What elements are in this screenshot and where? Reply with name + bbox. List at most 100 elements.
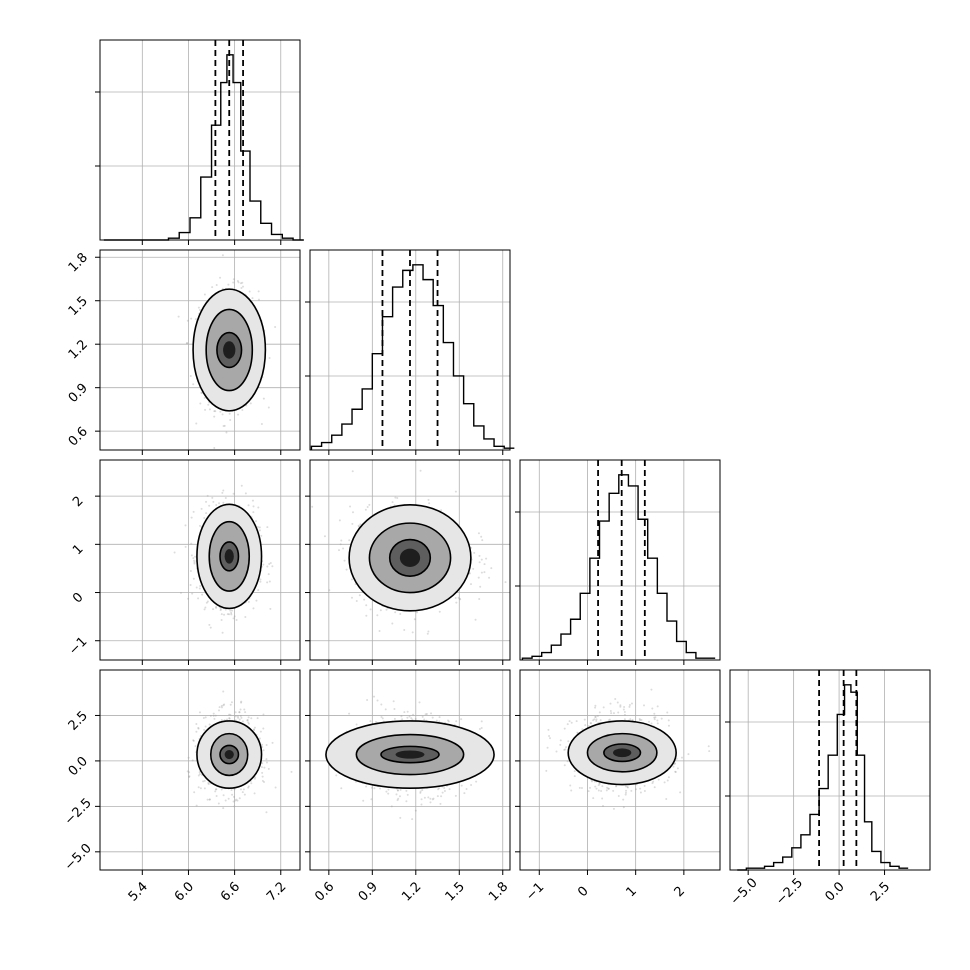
sample-point bbox=[394, 611, 397, 614]
sample-point bbox=[447, 720, 450, 723]
sample-point bbox=[255, 599, 258, 602]
sample-point bbox=[195, 804, 198, 807]
sample-point bbox=[211, 286, 214, 289]
sample-point bbox=[443, 789, 446, 792]
sample-point bbox=[355, 599, 358, 602]
sample-point bbox=[239, 715, 242, 718]
sample-point bbox=[239, 282, 242, 285]
sample-point bbox=[624, 791, 627, 794]
histogram-panel-0-frame bbox=[99, 39, 301, 241]
sample-point bbox=[355, 723, 358, 726]
sample-point bbox=[660, 717, 663, 720]
sample-point bbox=[439, 802, 442, 805]
sample-point bbox=[247, 721, 250, 724]
sample-point bbox=[385, 608, 388, 611]
sample-point bbox=[410, 717, 413, 720]
sample-point bbox=[261, 771, 264, 774]
sample-point bbox=[378, 629, 381, 632]
sample-point bbox=[241, 281, 244, 284]
histogram-step bbox=[737, 684, 909, 871]
sample-point bbox=[191, 759, 194, 762]
sample-point bbox=[381, 717, 384, 720]
sample-point bbox=[265, 744, 268, 747]
sample-point bbox=[475, 780, 478, 783]
histogram-panel-0 bbox=[103, 40, 304, 241]
sample-point bbox=[602, 805, 605, 808]
sample-point bbox=[374, 721, 377, 724]
sample-point bbox=[247, 600, 250, 603]
sample-point bbox=[195, 422, 198, 425]
sample-point bbox=[405, 789, 408, 792]
sample-point bbox=[406, 710, 409, 713]
sample-point bbox=[200, 391, 203, 394]
sample-point bbox=[707, 745, 710, 748]
histogram-panel-2 bbox=[521, 460, 716, 660]
sample-point bbox=[478, 561, 481, 564]
sample-point bbox=[345, 568, 348, 571]
density-core bbox=[224, 549, 234, 564]
sample-point bbox=[419, 469, 422, 472]
sample-point bbox=[653, 716, 656, 719]
sample-point bbox=[379, 787, 382, 790]
sample-point bbox=[195, 586, 198, 589]
sample-point bbox=[268, 562, 271, 565]
sample-point bbox=[239, 788, 242, 791]
sample-point bbox=[177, 315, 180, 318]
sample-point bbox=[257, 506, 260, 509]
sample-point bbox=[413, 618, 416, 621]
sample-point bbox=[368, 503, 371, 506]
sample-point bbox=[622, 798, 625, 801]
sample-point bbox=[414, 718, 417, 721]
sample-point bbox=[231, 609, 234, 612]
sample-point bbox=[220, 719, 223, 722]
sample-point bbox=[252, 505, 255, 508]
sample-point bbox=[192, 383, 195, 386]
sample-point bbox=[396, 789, 399, 792]
sample-point bbox=[349, 505, 352, 508]
sample-point bbox=[237, 716, 240, 719]
density-panel-1-2 bbox=[311, 469, 507, 635]
sample-point bbox=[206, 600, 209, 603]
sample-point bbox=[412, 713, 415, 716]
sample-point bbox=[420, 803, 423, 806]
sample-point bbox=[438, 720, 441, 723]
sample-point bbox=[570, 789, 573, 792]
sample-point bbox=[252, 607, 255, 610]
sample-point bbox=[190, 317, 193, 320]
sample-point bbox=[340, 539, 343, 542]
sample-point bbox=[201, 593, 204, 596]
sample-point bbox=[387, 792, 390, 795]
histogram-panel-1-grid bbox=[305, 250, 510, 455]
sample-point bbox=[259, 578, 262, 581]
contour-level-1 bbox=[355, 733, 465, 776]
sample-point bbox=[290, 770, 293, 773]
sample-point bbox=[399, 816, 402, 819]
sample-point bbox=[485, 557, 488, 560]
sample-point bbox=[369, 720, 372, 723]
sample-point bbox=[339, 543, 342, 546]
sample-point bbox=[266, 565, 269, 568]
sample-point bbox=[224, 799, 227, 802]
sample-point bbox=[411, 818, 414, 821]
sample-point bbox=[458, 597, 461, 600]
sample-point bbox=[639, 787, 642, 790]
sample-point bbox=[221, 631, 224, 634]
sample-point bbox=[198, 773, 201, 776]
sample-point bbox=[366, 698, 369, 701]
sample-point bbox=[208, 623, 211, 626]
sample-point bbox=[594, 785, 597, 788]
density-panel-1-3-frame bbox=[309, 669, 511, 871]
sample-point bbox=[350, 596, 353, 599]
sample-point bbox=[406, 716, 409, 719]
sample-point bbox=[250, 782, 253, 785]
sample-point bbox=[232, 281, 235, 284]
sample-point bbox=[480, 535, 483, 538]
sample-point bbox=[230, 701, 233, 704]
sample-point bbox=[563, 748, 566, 751]
sample-point bbox=[198, 771, 201, 774]
sample-point bbox=[173, 551, 176, 554]
sample-point bbox=[392, 700, 395, 703]
sample-point bbox=[242, 788, 245, 791]
sample-point bbox=[408, 715, 411, 718]
sample-point bbox=[366, 506, 369, 509]
